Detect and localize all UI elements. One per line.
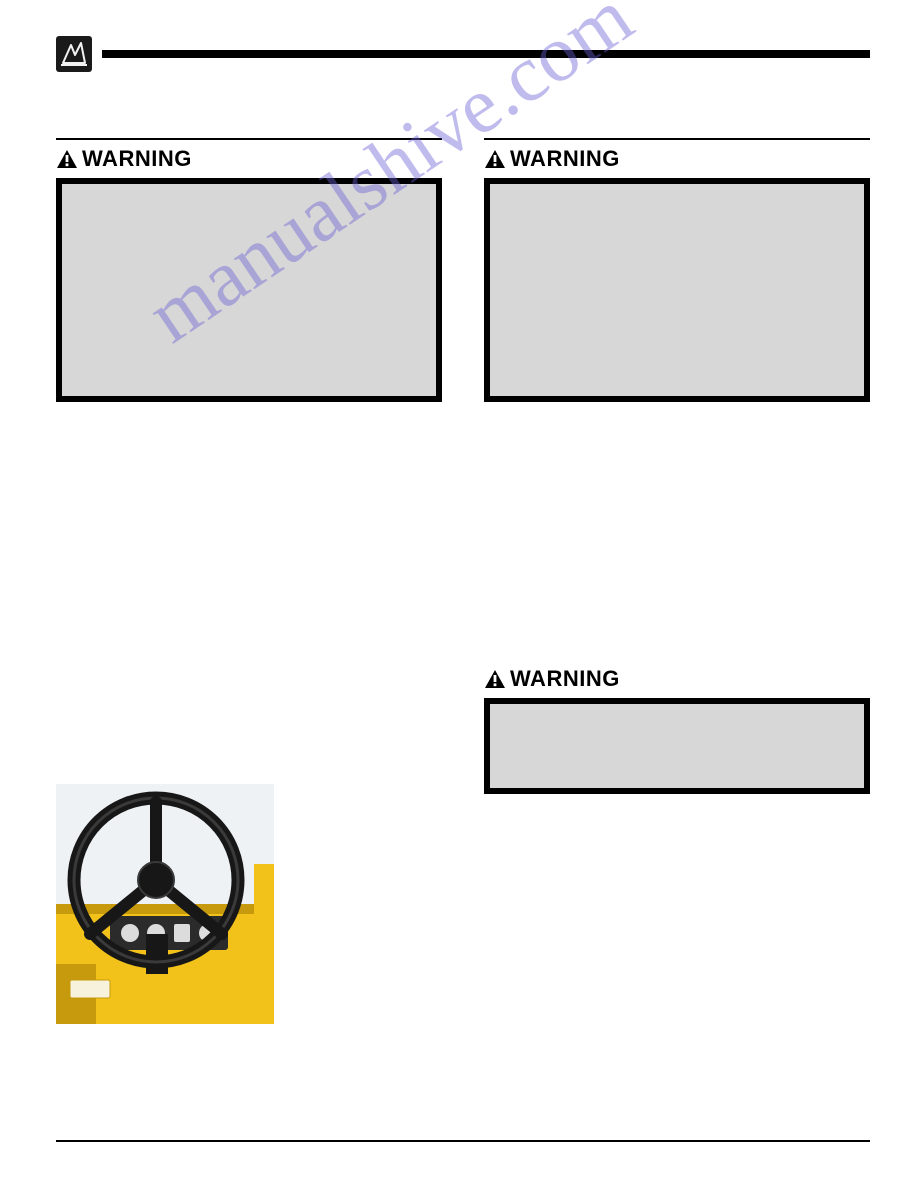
page-header (56, 36, 870, 72)
two-column-layout: WARNING (56, 82, 870, 1024)
equipment-photo (56, 784, 274, 1024)
right-top-spacer (484, 82, 870, 138)
right-column: WARNING WARNING (484, 82, 870, 1024)
left-section-rule (56, 138, 442, 140)
left-top-spacer (56, 82, 442, 138)
warning-box-right-1 (484, 178, 870, 402)
right-section-rule-1 (484, 138, 870, 140)
warning-box-right-2 (484, 698, 870, 794)
warning-triangle-icon (56, 149, 78, 169)
warning-label-text: WARNING (510, 666, 620, 692)
brand-logo-glyph (59, 39, 89, 69)
warning-box-left (56, 178, 442, 402)
warning-label-text: WARNING (82, 146, 192, 172)
left-column: WARNING (56, 82, 442, 1024)
equipment-photo-svg (56, 784, 274, 1024)
warning-triangle-icon (484, 669, 506, 689)
right-mid-spacer (484, 402, 870, 666)
warning-heading-left: WARNING (56, 146, 442, 172)
warning-heading-right-1: WARNING (484, 146, 870, 172)
footer-rule (56, 1140, 870, 1142)
warning-heading-right-2: WARNING (484, 666, 870, 692)
warning-triangle-icon (484, 149, 506, 169)
warning-label-text: WARNING (510, 146, 620, 172)
brand-logo (56, 36, 92, 72)
header-rule (102, 50, 870, 58)
page-root: WARNING (0, 0, 918, 1188)
